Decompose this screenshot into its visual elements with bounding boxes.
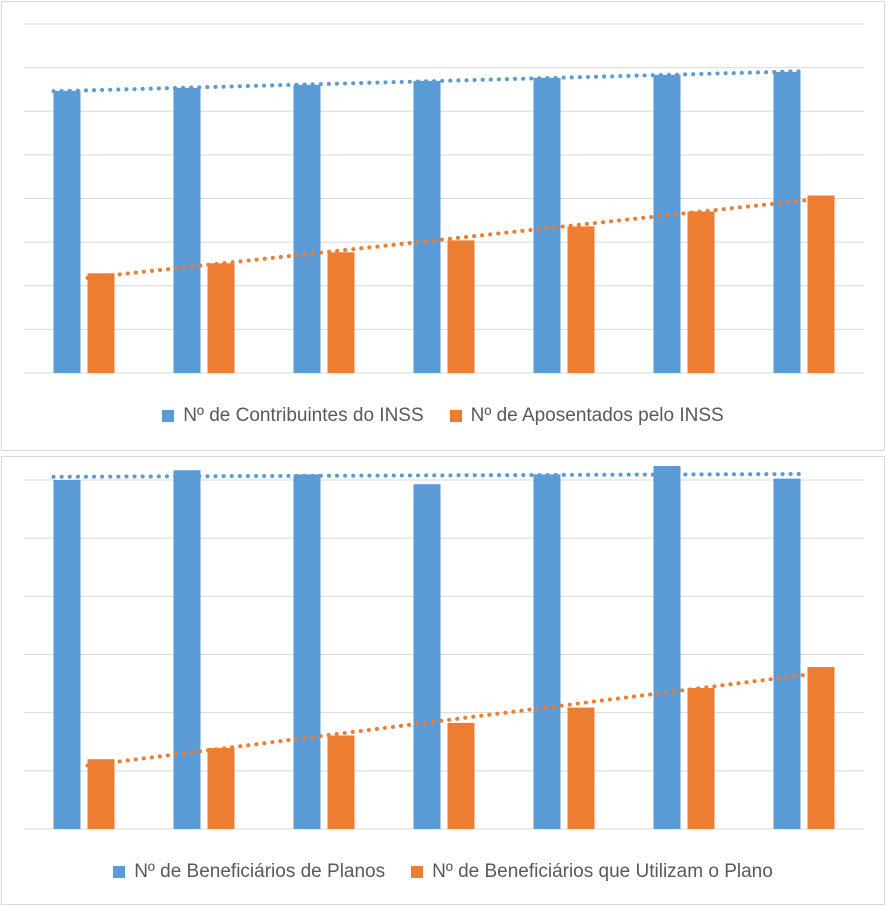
legend-label-contribuintes: Nº de Contribuintes do INSS — [183, 405, 424, 426]
bar-series-2-5 — [567, 226, 595, 373]
bar-series-1-5 — [533, 77, 561, 374]
trendline-series-1 — [51, 69, 803, 94]
chart-panel-1: Nº de Contribuintes do INSS Nº de Aposen… — [1, 1, 885, 451]
bar-series-2-1 — [87, 759, 115, 829]
bar-series-2-6 — [687, 688, 715, 829]
chart-2-legend: Nº de Beneficiários de Planos Nº de Bene… — [2, 861, 884, 883]
bar-series-1-6 — [653, 466, 681, 829]
bar-series-2-6 — [687, 211, 715, 373]
bar-series-1-7 — [773, 71, 801, 373]
bar-series-2-7 — [807, 195, 835, 373]
bar-series-1-3 — [293, 474, 321, 829]
legend-item-aposentados: Nº de Aposentados pelo INSS — [449, 405, 724, 427]
bar-series-1-4 — [413, 80, 441, 373]
bar-series-2-5 — [567, 707, 595, 829]
bar-series-2-2 — [207, 748, 235, 829]
bar-series-1-6 — [653, 74, 681, 374]
bar-series-1-7 — [773, 478, 801, 829]
bar-series-2-1 — [87, 273, 115, 373]
bar-series-2-2 — [207, 263, 235, 373]
bar-series-2-3 — [327, 252, 355, 373]
bar-series-1-2 — [173, 87, 201, 374]
bar-series-1-1 — [53, 90, 81, 374]
bar-series-1-1 — [53, 480, 81, 829]
legend-swatch-blue — [113, 866, 126, 878]
legend-swatch-orange — [411, 866, 424, 878]
bar-series-2-7 — [807, 667, 835, 829]
legend-item-beneficiarios-planos: Nº de Beneficiários de Planos — [113, 861, 385, 883]
legend-label-aposentados: Nº de Aposentados pelo INSS — [470, 405, 724, 426]
trendline-series-1 — [51, 472, 803, 479]
chart-panel-2: Nº de Beneficiários de Planos Nº de Bene… — [1, 456, 885, 905]
bar-series-1-3 — [293, 84, 321, 373]
bar-series-2-3 — [327, 735, 355, 829]
bar-series-1-5 — [533, 474, 561, 829]
bar-series-2-4 — [447, 240, 475, 373]
bar-series-1-4 — [413, 484, 441, 829]
bar-series-2-4 — [447, 722, 475, 829]
legend-label-beneficiarios-utilizam: Nº de Beneficiários que Utilizam o Plano — [432, 861, 773, 882]
legend-item-beneficiarios-utilizam: Nº de Beneficiários que Utilizam o Plano — [411, 861, 773, 883]
bar-chart-1 — [24, 23, 864, 374]
bar-series-1-2 — [173, 470, 201, 829]
chart-1-legend: Nº de Contribuintes do INSS Nº de Aposen… — [2, 405, 884, 427]
legend-item-contribuintes: Nº de Contribuintes do INSS — [162, 405, 424, 427]
bar-chart-2 — [24, 466, 864, 830]
legend-swatch-blue — [162, 410, 175, 422]
legend-label-beneficiarios-planos: Nº de Beneficiários de Planos — [134, 861, 386, 882]
legend-swatch-orange — [449, 410, 462, 422]
